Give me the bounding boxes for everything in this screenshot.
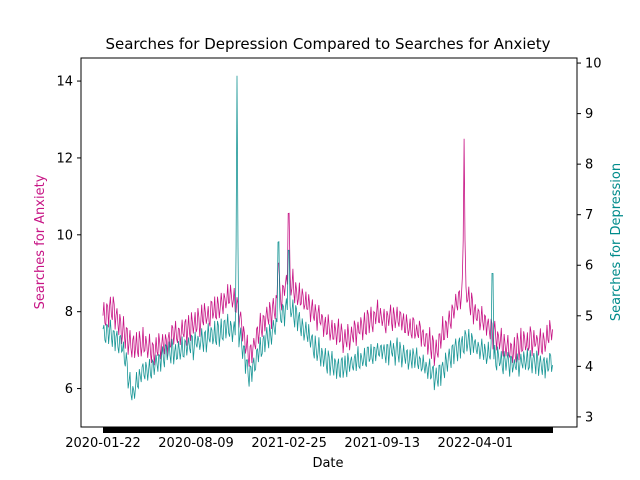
left-y-tick-label: 12 — [56, 151, 73, 166]
x-axis: 2020-01-22 2020-08-09 2021-02-25 2021-09-13… — [65, 427, 553, 451]
right-y-axis-label: Searches for Depression — [609, 163, 624, 321]
right-y-tick-label: 10 — [585, 57, 602, 72]
anxiety-series-line — [102, 138, 553, 367]
right-y-tick-label: 6 — [585, 259, 593, 274]
x-tick-label: 2022-04-01 — [438, 436, 514, 451]
right-y-tick-label: 7 — [585, 208, 593, 223]
left-y-axis-label: Searches for Anxiety — [33, 174, 48, 309]
left-y-tick-label: 14 — [56, 75, 73, 90]
right-y-tick-label: 5 — [585, 309, 593, 324]
right-y-tick-label: 8 — [585, 158, 593, 173]
x-tick-label: 2021-02-25 — [251, 436, 327, 451]
x-tick-label: 2020-01-22 — [65, 436, 141, 451]
left-y-tick-label: 6 — [65, 382, 73, 397]
x-axis-tick-band — [103, 427, 553, 433]
x-axis-label: Date — [312, 456, 343, 471]
left-y-tick-label: 8 — [65, 305, 73, 320]
chart-title: Searches for Depression Compared to Sear… — [105, 35, 550, 53]
left-y-axis: 6 8 10 12 14 — [56, 75, 81, 397]
plot-area — [80, 57, 578, 428]
right-y-tick-label: 3 — [585, 410, 593, 425]
x-tick-label: 2020-08-09 — [158, 436, 234, 451]
left-y-tick-label: 10 — [56, 228, 73, 243]
right-y-axis: 3 4 5 6 7 8 9 10 — [577, 57, 602, 425]
right-y-tick-label: 9 — [585, 107, 593, 122]
depression-series-line — [102, 75, 553, 401]
x-tick-label: 2021-09-13 — [344, 436, 420, 451]
right-y-tick-label: 4 — [585, 360, 593, 375]
